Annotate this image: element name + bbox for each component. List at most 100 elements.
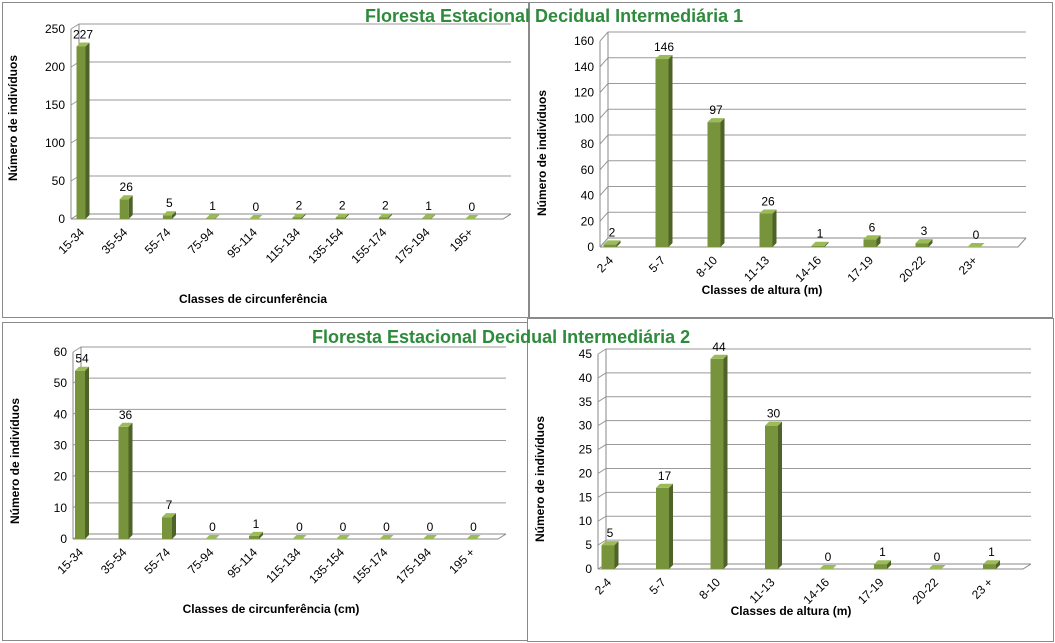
data-label: 54 bbox=[75, 352, 89, 366]
y-tick-label: 40 bbox=[581, 189, 595, 203]
data-label: 0 bbox=[973, 228, 980, 242]
bar-top bbox=[759, 209, 777, 214]
x-tick-label: 15-34 bbox=[55, 545, 87, 577]
bar-top bbox=[707, 118, 725, 123]
x-tick-label: 8-10 bbox=[693, 253, 720, 280]
bar-side bbox=[614, 541, 619, 569]
x-tick-label: 35-54 bbox=[98, 545, 130, 577]
bar-top bbox=[656, 483, 673, 488]
section-title-2: Floresta Estacional Decidual Intermediár… bbox=[312, 327, 691, 347]
bar-side bbox=[824, 241, 829, 247]
section-title-1: Floresta Estacional Decidual Intermediár… bbox=[365, 6, 744, 26]
bar-side bbox=[171, 211, 176, 219]
y-tick-label: 40 bbox=[579, 371, 593, 385]
bar-side bbox=[876, 235, 881, 247]
bar-top bbox=[335, 213, 349, 218]
x-tick-label: 155-174 bbox=[348, 225, 389, 266]
x-tick-label: 55-74 bbox=[142, 545, 174, 577]
gridline bbox=[72, 502, 506, 509]
y-tick-label: 20 bbox=[579, 466, 593, 480]
x-tick-label: 175-194 bbox=[392, 225, 433, 266]
bar bbox=[249, 535, 259, 539]
x-tick-label: 14-16 bbox=[793, 253, 825, 285]
data-label: 0 bbox=[825, 550, 832, 564]
bars bbox=[76, 42, 479, 220]
x-tick-label: 55-74 bbox=[142, 225, 174, 257]
x-axis-title: Classes de circunferência bbox=[179, 292, 327, 306]
gridline bbox=[597, 372, 1031, 379]
x-tick-label: 95-114 bbox=[224, 545, 260, 581]
y-tick-label: 160 bbox=[574, 34, 594, 48]
data-label: 2 bbox=[296, 198, 303, 212]
bar bbox=[874, 564, 887, 569]
gridline bbox=[72, 377, 506, 384]
y-tick-label: 50 bbox=[54, 376, 68, 390]
x-tick-label: 11-13 bbox=[747, 575, 778, 606]
bar-top bbox=[765, 421, 782, 426]
bar-side bbox=[85, 366, 89, 539]
bar bbox=[863, 239, 877, 247]
y-tick-label: 60 bbox=[581, 163, 595, 177]
bar bbox=[378, 217, 388, 219]
bar bbox=[656, 487, 669, 569]
bar-side bbox=[772, 209, 777, 247]
y-tick-label: 0 bbox=[585, 562, 592, 576]
bar-side bbox=[128, 195, 133, 219]
bar bbox=[710, 358, 724, 569]
bar-side bbox=[387, 213, 392, 219]
data-label: 0 bbox=[934, 550, 941, 564]
bar-top bbox=[422, 214, 436, 219]
bar-side bbox=[720, 118, 725, 247]
bar bbox=[811, 245, 825, 247]
y-tick-label: 140 bbox=[574, 60, 594, 74]
bars bbox=[601, 354, 1000, 570]
x-tick-label: 2-4 bbox=[594, 253, 616, 275]
data-label: 1 bbox=[817, 227, 824, 241]
bar-side bbox=[301, 213, 306, 219]
bar-top bbox=[379, 535, 394, 539]
x-tick-label: 20-22 bbox=[897, 253, 929, 285]
y-axis-title: Número de indivíduos bbox=[6, 55, 20, 181]
bar-top bbox=[874, 560, 891, 565]
bar-side bbox=[669, 483, 673, 569]
y-tick-label: 150 bbox=[45, 98, 65, 112]
x-axis-title: Classes de altura (m) bbox=[702, 283, 823, 297]
y-tick-label: 5 bbox=[585, 538, 592, 552]
chart-panel-height-1: 0 20 40 60 80 100 120 140 160 2 2-4 146 5-7 97 8-10 26 1… bbox=[529, 2, 1053, 318]
data-label: 30 bbox=[767, 407, 781, 421]
data-label: 0 bbox=[468, 200, 475, 214]
x-tick-label: 95-114 bbox=[224, 225, 260, 261]
bar-side bbox=[778, 421, 782, 569]
bar bbox=[119, 199, 129, 219]
data-label: 0 bbox=[296, 520, 303, 534]
data-label: 7 bbox=[166, 498, 173, 512]
bar bbox=[162, 517, 172, 539]
y-tick-label: 20 bbox=[581, 214, 595, 228]
data-label: 2 bbox=[382, 198, 389, 212]
y-axis-title: Número de indivíduos bbox=[533, 416, 547, 542]
bar bbox=[603, 244, 617, 247]
data-label: 227 bbox=[73, 27, 93, 41]
bar bbox=[76, 46, 86, 220]
x-tick-label: 135-154 bbox=[305, 225, 346, 266]
x-tick-label: 11-13 bbox=[741, 253, 772, 284]
bar-top bbox=[863, 235, 881, 240]
x-tick-label: 5-7 bbox=[646, 575, 668, 597]
chart-panel-height-2: 0 5 10 15 20 25 30 35 40 45 5 2-4 17 5-7 44 8-10 30 11-13… bbox=[527, 318, 1054, 642]
x-tick-label: 155-174 bbox=[350, 545, 391, 586]
data-label: 0 bbox=[470, 520, 477, 534]
bar-top bbox=[603, 240, 621, 245]
data-label: 0 bbox=[427, 520, 434, 534]
data-label: 97 bbox=[709, 103, 723, 117]
data-label: 26 bbox=[120, 180, 134, 194]
data-label: 1 bbox=[209, 199, 216, 213]
y-tick-label: 25 bbox=[579, 443, 593, 457]
gridline bbox=[597, 396, 1031, 403]
x-axis-title: Classes de circunferência (cm) bbox=[183, 602, 360, 616]
y-tick-label: 10 bbox=[54, 501, 68, 515]
bar bbox=[292, 217, 302, 219]
data-label: 0 bbox=[252, 200, 259, 214]
bar-side bbox=[887, 560, 891, 569]
